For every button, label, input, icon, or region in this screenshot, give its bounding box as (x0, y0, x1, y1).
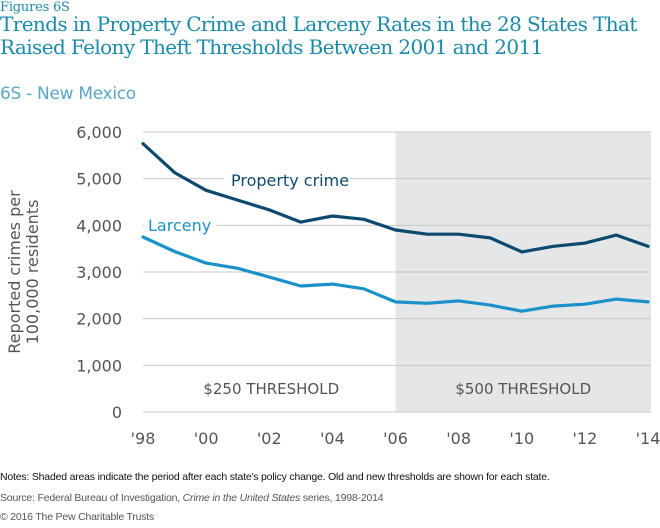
notes: Notes: Shaded areas indicate the period … (0, 471, 550, 483)
label-bg-larceny (144, 214, 216, 236)
y-tick-label: 0 (112, 403, 122, 422)
chart-subtitle: 6S - New Mexico (0, 84, 136, 104)
x-tick-label: '98 (131, 429, 156, 448)
x-tick-label: '08 (446, 429, 471, 448)
threshold-label-after: $500 THRESHOLD (455, 380, 591, 398)
y-axis-label-line-1: Reported crimes per (5, 190, 24, 354)
series-label-larceny: Larceny (148, 216, 211, 235)
grid-layer (143, 131, 651, 413)
y-axis-label: Reported crimes per100,000 residents (5, 190, 42, 354)
copyright: © 2016 The Pew Charitable Trusts (0, 511, 155, 523)
y-tick-label: 2,000 (76, 310, 122, 329)
y-tick-label: 6,000 (76, 123, 122, 142)
source-title: Crime in the United States (182, 492, 301, 504)
x-tick-label: '12 (572, 429, 597, 448)
line-chart: 0 1,000 2,000 3,000 4,000 5,000 6,000 '98 '00 '0… (5, 123, 660, 448)
source-suffix: series, 1998-2014 (300, 492, 384, 504)
y-tick-label: 1,000 (76, 356, 122, 375)
series-line-property-crime (141, 142, 650, 254)
y-axis-label-line-2: 100,000 residents (23, 200, 42, 345)
x-tick-label: '14 (636, 429, 660, 448)
figure-label: Figures 6S (0, 0, 70, 15)
x-axis: '98 '00 '02 '04 '06 '08 '10 '12 '14 (131, 429, 660, 448)
source: Source: Federal Bureau of Investigation,… (0, 492, 384, 504)
x-tick-label: '04 (320, 429, 345, 448)
x-tick-label: '10 (509, 429, 534, 448)
x-tick-label: '06 (383, 429, 408, 448)
x-tick-label: '02 (257, 429, 282, 448)
annotation-layer: $250 THRESHOLD $500 THRESHOLD (203, 380, 591, 398)
y-tick-label: 4,000 (76, 216, 122, 235)
chart-title: Trends in Property Crime and Larceny Rat… (0, 12, 637, 59)
series-label-property-crime: Property crime (231, 171, 349, 190)
y-tick-label: 3,000 (76, 263, 122, 282)
x-tick-label: '00 (194, 429, 219, 448)
series-line-larceny (141, 235, 650, 313)
y-tick-label: 5,000 (76, 170, 122, 189)
threshold-label-before: $250 THRESHOLD (203, 380, 339, 398)
series-layer: Property crime Larceny (141, 142, 650, 313)
y-axis: 0 1,000 2,000 3,000 4,000 5,000 6,000 (76, 123, 122, 422)
source-prefix: Source: Federal Bureau of Investigation, (0, 492, 183, 504)
label-bg-property-crime (224, 168, 350, 190)
